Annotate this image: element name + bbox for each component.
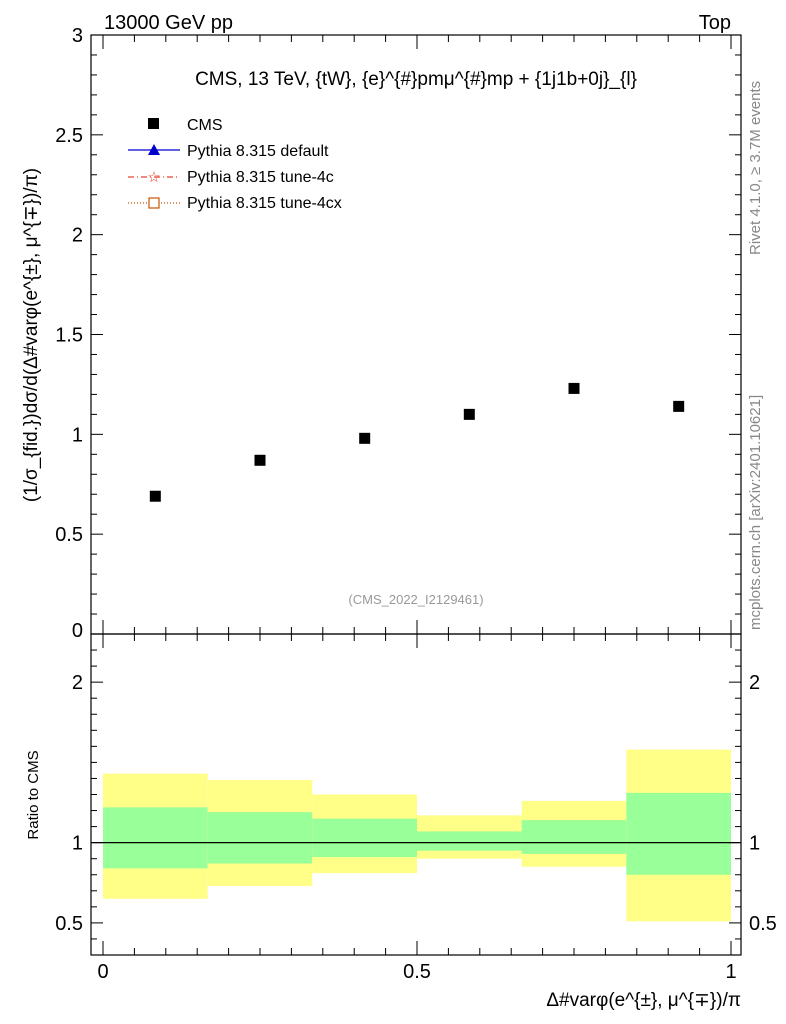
data-point: [463, 408, 475, 420]
ratio-y-tick-label-right: 1: [749, 833, 760, 855]
rivet-version-label: Rivet 4.1.0, ≥ 3.7M events: [747, 81, 764, 255]
data-point: [149, 490, 161, 502]
legend-marker-tune4cx: [148, 197, 160, 209]
ratio-band-inner: [103, 807, 208, 869]
legend: CMS Pythia 8.315 default ☆ Pythia 8.315 …: [128, 117, 342, 212]
x-tick-label: 1: [725, 961, 736, 983]
legend-marker-default: [148, 144, 160, 155]
ratio-y-ticks: 0.5 0.5 1 1 2 2: [55, 649, 777, 940]
data-points: [149, 382, 685, 502]
x-tick-label: 0: [97, 961, 108, 983]
ratio-y-tick-label-right: 0.5: [749, 913, 777, 935]
ratio-band-inner: [521, 820, 627, 854]
ratio-y-tick-label: 1: [72, 833, 83, 855]
legend-marker-tune4c: ☆: [147, 169, 160, 186]
data-point: [568, 382, 580, 394]
ratio-band-inner: [626, 792, 731, 875]
data-point: [254, 454, 266, 466]
main-y-tick-label: 1.5: [55, 325, 83, 347]
header-energy-label: 13000 GeV pp: [104, 12, 233, 34]
ratio-y-axis-label: Ratio to CMS: [25, 750, 42, 839]
ratio-y-tick-label: 2: [72, 672, 83, 694]
main-y-tick-label: 0.5: [55, 524, 83, 546]
main-y-tick-label: 3: [72, 25, 83, 47]
legend-label-default: Pythia 8.315 default: [187, 143, 329, 160]
legend-label-tune4c: Pythia 8.315 tune-4c: [187, 169, 334, 186]
data-point: [359, 432, 371, 444]
data-point: [673, 400, 685, 412]
legend-label-cms: CMS: [187, 117, 223, 134]
main-plot-panel: CMS, 13 TeV, {tW}, {e}^{#}pmμ^{#}mp + {1…: [21, 25, 742, 642]
x-tick-label: 0.5: [403, 961, 431, 983]
legend-label-tune4cx: Pythia 8.315 tune-4cx: [187, 195, 342, 212]
ratio-band-inner: [312, 818, 417, 858]
main-y-tick-label-zero: 0: [72, 620, 83, 642]
main-y-ticks: 0.5 1 1.5 2 2.5 3 0: [55, 25, 741, 642]
analysis-watermark: (CMS_2022_I2129461): [348, 592, 483, 607]
main-y-tick-label: 2: [72, 225, 83, 247]
ratio-band-inner: [207, 812, 313, 864]
ratio-band-inner: [417, 831, 522, 851]
legend-marker-cms: [148, 118, 159, 129]
main-y-tick-label: 2.5: [55, 125, 83, 147]
x-axis-label: Δ#varφ(e^{±}, μ^{∓})/π: [546, 990, 741, 1011]
header-process-label: Top: [699, 12, 731, 34]
plot-title: CMS, 13 TeV, {tW}, {e}^{#}pmμ^{#}mp + {1…: [195, 69, 637, 90]
main-y-tick-label: 1: [72, 424, 83, 446]
ratio-y-tick-label: 0.5: [55, 913, 83, 935]
main-y-axis-label: (1/σ_{fid.})dσ/d(Δ#varφ(e^{±}, μ^{∓})/π): [21, 168, 42, 502]
ratio-y-tick-label-right: 2: [749, 672, 760, 694]
mcplots-label: mcplots.cern.ch [arXiv:2401.10621]: [747, 395, 764, 630]
ratio-bands: [103, 749, 731, 922]
ratio-plot-panel: 0.5 0.51 12 2 0 0.5 1 Ratio to CMS Δ#varφ(e^{…: [25, 35, 777, 1011]
x-axis-ticks: 0 0.5 1: [97, 35, 737, 983]
